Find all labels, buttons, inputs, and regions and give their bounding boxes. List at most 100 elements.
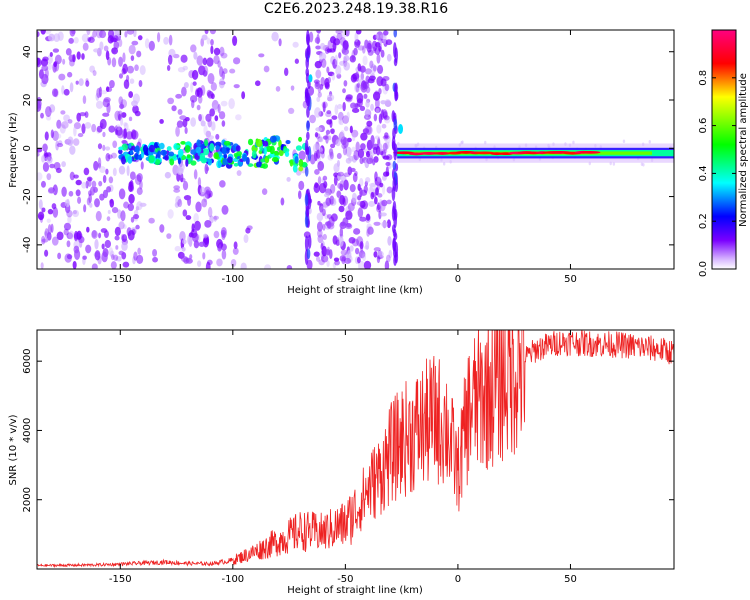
spectrogram-cell bbox=[365, 108, 369, 119]
spectrogram-cell bbox=[333, 175, 338, 186]
spectrogram-cell bbox=[331, 213, 338, 222]
spectrogram-cell bbox=[95, 100, 104, 109]
spectrogram-cell bbox=[316, 30, 322, 34]
spectrogram-cell bbox=[168, 34, 173, 46]
spectrogram-cell bbox=[66, 254, 73, 260]
spectrogram-cell bbox=[112, 35, 119, 42]
spectrogram-cell bbox=[202, 65, 209, 77]
spectrogram-cell bbox=[66, 240, 71, 248]
spectrogram-cell bbox=[40, 112, 44, 119]
spectrogram-cell bbox=[76, 112, 82, 122]
spectrogram-cell bbox=[213, 215, 219, 220]
spectrogram-cell bbox=[338, 205, 345, 213]
spectrogram-cell bbox=[107, 209, 111, 214]
spectrogram-cell bbox=[74, 249, 81, 260]
spectrogram-cell bbox=[323, 193, 330, 198]
spectrogram-cell bbox=[242, 153, 247, 162]
spectrogram-cell bbox=[315, 133, 321, 139]
spectrogram-cell bbox=[315, 45, 322, 50]
spectrogram-cell bbox=[59, 124, 66, 134]
spectrogram-cell bbox=[101, 251, 108, 263]
spectrogram-cell bbox=[198, 241, 206, 247]
spectrogram-cell bbox=[376, 64, 384, 75]
spectrogram-cell bbox=[179, 230, 186, 242]
spectrogram-cell bbox=[349, 125, 353, 134]
spectrogram-cell bbox=[350, 102, 357, 109]
spectrogram-cell bbox=[235, 145, 241, 152]
spectrogram-cell bbox=[326, 66, 330, 74]
spectrogram-cell bbox=[285, 140, 291, 145]
spectrogram-cell bbox=[180, 140, 186, 145]
spectrogram-cell bbox=[91, 123, 97, 133]
spectrogram-cell bbox=[139, 65, 146, 76]
spectrogram-cell bbox=[91, 230, 98, 239]
spectrogram-cell bbox=[118, 38, 123, 48]
spectrogram-cell bbox=[41, 238, 49, 243]
spectrogram-cell bbox=[376, 202, 381, 211]
spectrogram-cell bbox=[235, 114, 242, 121]
spectrogram-cell bbox=[124, 31, 128, 38]
spectrogram-cell bbox=[205, 189, 210, 195]
spectrogram-cell bbox=[61, 186, 67, 197]
spectrogram-cell bbox=[118, 56, 123, 67]
spectrogram-cell bbox=[102, 189, 109, 199]
spectrogram-cell bbox=[112, 140, 118, 149]
spectrogram-cell bbox=[263, 140, 269, 147]
spectrogram-cell bbox=[56, 119, 62, 129]
spectrogram-cell bbox=[366, 120, 373, 127]
spectrogram-cell bbox=[572, 140, 575, 145]
spectrogram-cell bbox=[325, 249, 331, 256]
spectrogram-cell bbox=[123, 79, 130, 90]
spectrogram-cell bbox=[108, 176, 114, 184]
spectrogram-cell bbox=[336, 152, 342, 160]
spectrogram-cell bbox=[221, 249, 227, 260]
spectrogram-cell bbox=[47, 188, 55, 195]
spectrogram-cell bbox=[233, 57, 241, 65]
snr-frame bbox=[36, 329, 675, 570]
spectrogram-cell bbox=[45, 115, 52, 121]
spectrogram-cell bbox=[223, 153, 228, 159]
spectrogram-cell bbox=[164, 171, 172, 179]
spectrogram-cell bbox=[254, 80, 261, 87]
spectrogram-cell bbox=[305, 56, 310, 69]
spectrogram-cell bbox=[177, 109, 183, 115]
spectrogram-cell bbox=[206, 57, 214, 67]
spectrogram-cell bbox=[127, 230, 135, 241]
spectrogram-cell bbox=[353, 149, 360, 161]
spectrogram-cell bbox=[217, 60, 221, 68]
spectrogram-cell bbox=[327, 76, 332, 84]
spectrogram-cell bbox=[181, 246, 186, 252]
spectrogram-cell bbox=[75, 189, 81, 197]
spectrogram-cell bbox=[201, 34, 208, 41]
spectrogram-cell bbox=[73, 122, 82, 130]
spectrogram-cell bbox=[49, 52, 53, 57]
spectrogram-cell bbox=[240, 262, 247, 269]
spectrogram-cell bbox=[326, 94, 335, 102]
spectrogram-cell bbox=[55, 167, 62, 174]
spectrogram-cell bbox=[184, 145, 191, 153]
spectrogram-cell bbox=[340, 249, 348, 256]
spectrogram-cell bbox=[42, 143, 48, 152]
spectrogram-cell bbox=[315, 127, 323, 132]
spectrogram-cell bbox=[73, 126, 77, 137]
spectrogram-cell bbox=[319, 203, 324, 213]
spectrogram-cell bbox=[37, 31, 40, 38]
spectrogram-cell bbox=[247, 138, 254, 146]
spectrogram-cell bbox=[320, 76, 325, 87]
spectrogram-cell bbox=[37, 152, 40, 157]
spectrogram-cell bbox=[85, 244, 92, 254]
spectrogram-cell bbox=[73, 174, 79, 179]
spectrogram-cell bbox=[140, 150, 145, 159]
spectrogram-cell bbox=[319, 146, 323, 158]
spectrogram-cell bbox=[131, 40, 139, 46]
x-tick-label: -50 bbox=[337, 574, 353, 585]
spectrogram-cell bbox=[196, 55, 204, 66]
spectrogram-cell bbox=[67, 119, 73, 124]
spectrogram-cell bbox=[327, 71, 335, 77]
spectrogram-cell bbox=[100, 90, 108, 95]
spectrogram-cell bbox=[386, 53, 392, 62]
spectrogram-cell bbox=[357, 148, 365, 159]
spectrogram-cell bbox=[202, 252, 206, 260]
spectrogram-cell bbox=[200, 37, 205, 47]
spectrogram-cell bbox=[337, 172, 342, 181]
